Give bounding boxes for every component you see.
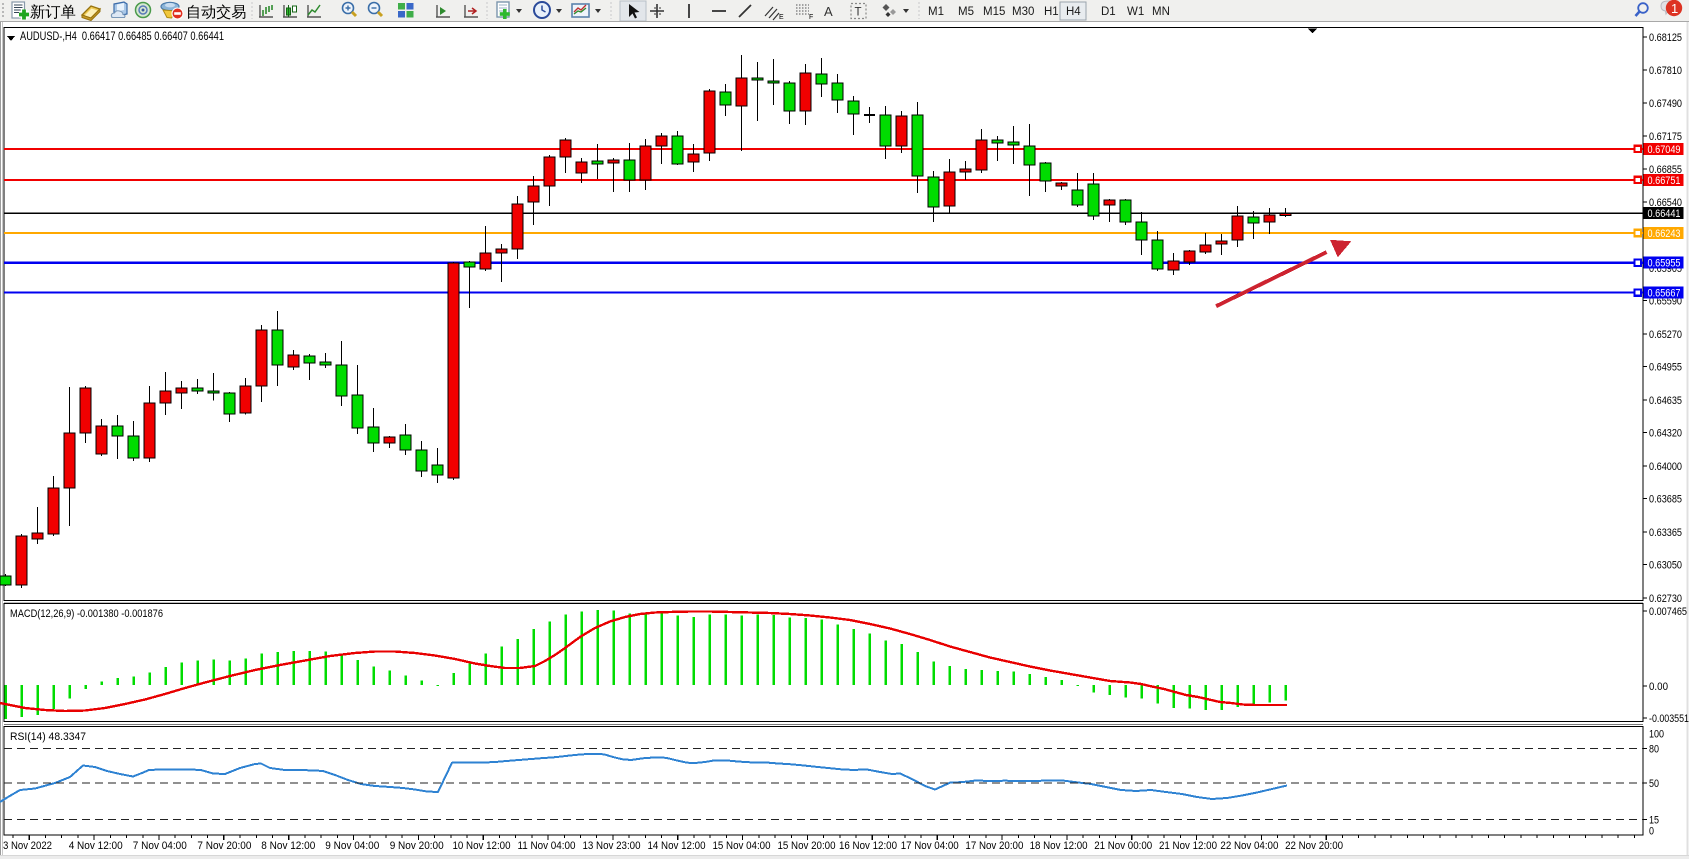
svg-text:0.66441: 0.66441 <box>1648 208 1681 220</box>
svg-text:0.63050: 0.63050 <box>1649 560 1682 572</box>
svg-text:MN: MN <box>1152 6 1170 18</box>
svg-text:9 Nov 04:00: 9 Nov 04:00 <box>325 840 379 852</box>
svg-text:13 Nov 23:00: 13 Nov 23:00 <box>583 840 641 852</box>
svg-text:80: 80 <box>1649 744 1659 756</box>
svg-text:9 Nov 20:00: 9 Nov 20:00 <box>390 840 444 852</box>
svg-text:0.66855: 0.66855 <box>1649 164 1682 176</box>
svg-text:14 Nov 12:00: 14 Nov 12:00 <box>648 840 706 852</box>
svg-text:M30: M30 <box>1012 6 1034 18</box>
svg-text:MACD(12,26,9) -0.001380 -0.001: MACD(12,26,9) -0.001380 -0.001876 <box>10 608 163 620</box>
svg-text:3 Nov 2022: 3 Nov 2022 <box>3 840 52 852</box>
svg-text:0.65955: 0.65955 <box>1648 258 1681 270</box>
svg-text:0.007465: 0.007465 <box>1649 606 1687 618</box>
svg-text:T: T <box>855 7 862 19</box>
svg-text:0.66751: 0.66751 <box>1648 175 1681 187</box>
svg-text:0.66243: 0.66243 <box>1648 228 1681 240</box>
svg-text:1: 1 <box>1671 1 1678 16</box>
svg-text:17 Nov 04:00: 17 Nov 04:00 <box>901 840 959 852</box>
svg-text:0.64635: 0.64635 <box>1649 395 1682 407</box>
svg-text:0.64000: 0.64000 <box>1649 461 1682 473</box>
svg-text:H4: H4 <box>1066 6 1081 18</box>
svg-text:4 Nov 12:00: 4 Nov 12:00 <box>69 840 123 852</box>
svg-text:M5: M5 <box>958 6 974 18</box>
svg-text:0.62730: 0.62730 <box>1649 593 1682 605</box>
svg-text:0.64955: 0.64955 <box>1649 362 1682 374</box>
svg-text:0.65667: 0.65667 <box>1648 288 1681 300</box>
svg-text:11 Nov 04:00: 11 Nov 04:00 <box>518 840 576 852</box>
svg-text:0.67175: 0.67175 <box>1649 131 1682 143</box>
svg-text:16 Nov 12:00: 16 Nov 12:00 <box>839 840 897 852</box>
svg-text:0.63365: 0.63365 <box>1649 527 1682 539</box>
svg-text:0.64320: 0.64320 <box>1649 428 1682 440</box>
svg-text:10 Nov 12:00: 10 Nov 12:00 <box>453 840 511 852</box>
svg-text:0.67810: 0.67810 <box>1649 65 1682 77</box>
svg-text:M15: M15 <box>983 6 1005 18</box>
svg-text:7 Nov 04:00: 7 Nov 04:00 <box>133 840 187 852</box>
svg-text:RSI(14) 48.3347: RSI(14) 48.3347 <box>10 731 86 743</box>
svg-text:F: F <box>809 14 813 21</box>
svg-text:22 Nov 20:00: 22 Nov 20:00 <box>1285 840 1343 852</box>
svg-text:8 Nov 12:00: 8 Nov 12:00 <box>261 840 315 852</box>
svg-text:7 Nov 20:00: 7 Nov 20:00 <box>197 840 251 852</box>
svg-text:15 Nov 20:00: 15 Nov 20:00 <box>778 840 836 852</box>
svg-text:-0.003551: -0.003551 <box>1649 713 1689 725</box>
svg-text:15 Nov 04:00: 15 Nov 04:00 <box>713 840 771 852</box>
svg-text:0.66540: 0.66540 <box>1649 197 1682 209</box>
svg-text:50: 50 <box>1649 778 1659 790</box>
svg-text:0.00: 0.00 <box>1649 681 1668 693</box>
svg-text:22 Nov 04:00: 22 Nov 04:00 <box>1220 840 1278 852</box>
svg-text:H1: H1 <box>1044 6 1059 18</box>
svg-text:17 Nov 20:00: 17 Nov 20:00 <box>965 840 1023 852</box>
svg-text:0.67049: 0.67049 <box>1648 144 1681 156</box>
svg-text:15: 15 <box>1649 815 1659 827</box>
svg-text:A: A <box>824 4 833 19</box>
svg-text:AUDUSD-,H4 0.66417 0.66485 0.: AUDUSD-,H4 0.66417 0.66485 0.66407 0.664… <box>20 31 224 43</box>
svg-text:0.65270: 0.65270 <box>1649 329 1682 341</box>
svg-text:E: E <box>779 14 784 21</box>
svg-text:21 Nov 00:00: 21 Nov 00:00 <box>1094 840 1152 852</box>
svg-text:18 Nov 12:00: 18 Nov 12:00 <box>1030 840 1088 852</box>
svg-text:0.63685: 0.63685 <box>1649 494 1682 506</box>
svg-text:0.67490: 0.67490 <box>1649 98 1682 110</box>
svg-text:0: 0 <box>1649 826 1654 838</box>
svg-text:0.68125: 0.68125 <box>1649 32 1682 44</box>
svg-text:W1: W1 <box>1127 6 1144 18</box>
svg-text:M1: M1 <box>928 6 944 18</box>
svg-text:100: 100 <box>1649 729 1664 741</box>
svg-text:D1: D1 <box>1101 6 1116 18</box>
svg-text:21 Nov 12:00: 21 Nov 12:00 <box>1159 840 1217 852</box>
